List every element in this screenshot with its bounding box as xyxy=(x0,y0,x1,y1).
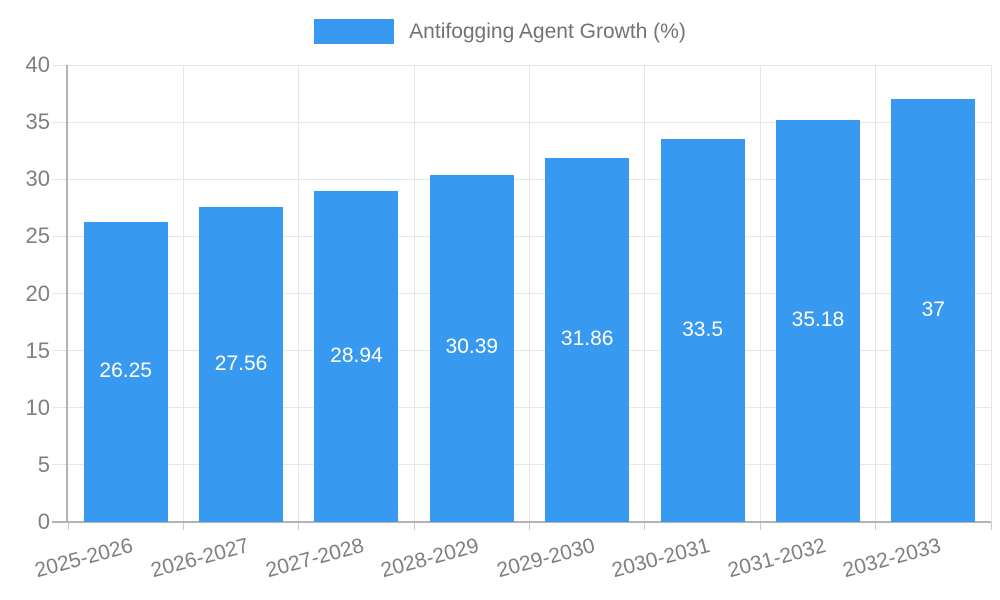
gridline-y-20 xyxy=(52,293,991,294)
gridline-y-35 xyxy=(52,121,991,123)
gridline-y-5 xyxy=(52,464,991,466)
gridline-x-4 xyxy=(529,65,530,522)
bar-2032-2033[interactable] xyxy=(891,99,976,522)
gridline-x-2 xyxy=(298,65,300,522)
gridline-y-30 xyxy=(52,178,991,180)
x-axis-tick xyxy=(759,522,761,530)
legend-item[interactable]: Antifogging Agent Growth (%) xyxy=(314,19,686,44)
gridline-y-10 xyxy=(52,407,991,409)
gridline-y-40 xyxy=(52,64,991,66)
x-tick-label: 2032-2033 xyxy=(840,534,944,583)
x-tick-label: 2028-2029 xyxy=(378,534,482,583)
x-axis-tick xyxy=(990,522,992,530)
bar-2025-2026[interactable] xyxy=(83,222,168,522)
gridline-x-7 xyxy=(875,65,877,522)
y-tick-label: 10 xyxy=(25,394,50,420)
x-axis-tick xyxy=(298,522,300,530)
gridline-y-25 xyxy=(52,235,991,237)
x-tick-label: 2027-2028 xyxy=(263,534,367,583)
x-axis-tick xyxy=(875,522,877,530)
y-tick-label: 30 xyxy=(25,166,50,192)
gridline-x-8 xyxy=(990,65,992,522)
gridline-x-3 xyxy=(413,65,415,522)
y-tick-label: 5 xyxy=(37,451,50,477)
legend-label: Antifogging Agent Growth (%) xyxy=(409,20,686,43)
bar-value-label: 37 xyxy=(921,297,945,321)
x-tick-label: 2025-2026 xyxy=(32,534,136,583)
bar-2029-2030[interactable] xyxy=(545,157,630,522)
y-tick-label: 35 xyxy=(25,109,50,135)
bar-value-label: 30.39 xyxy=(445,335,499,359)
x-tick-label: 2026-2027 xyxy=(148,534,252,583)
x-axis-tick xyxy=(67,522,69,530)
x-axis-tick xyxy=(644,522,646,530)
bar-value-label: 31.86 xyxy=(560,326,614,350)
bar-2030-2031[interactable] xyxy=(660,139,745,522)
bar-value-label: 35.18 xyxy=(791,308,845,332)
bar-value-label: 26.25 xyxy=(99,359,152,383)
bar-2027-2028[interactable] xyxy=(314,191,399,522)
bar-value-label: 27.56 xyxy=(214,351,268,375)
y-tick-label: 20 xyxy=(25,280,50,306)
gridline-y-15 xyxy=(52,350,991,352)
x-axis-tick xyxy=(529,522,530,530)
x-axis-line xyxy=(52,521,991,523)
legend-swatch-icon xyxy=(314,19,395,44)
x-axis-tick xyxy=(182,522,184,530)
gridline-x-5 xyxy=(644,65,646,522)
gridline-x-6 xyxy=(759,65,761,522)
x-tick-label: 2030-2031 xyxy=(609,534,713,583)
x-axis-tick xyxy=(413,522,415,530)
gridline-x-1 xyxy=(182,65,184,522)
bar-2026-2027[interactable] xyxy=(199,207,284,522)
bar-2028-2029[interactable] xyxy=(429,174,514,522)
bar-value-label: 33.5 xyxy=(682,317,723,341)
bar-2031-2032[interactable] xyxy=(775,120,860,522)
bar-value-label: 28.94 xyxy=(330,343,383,367)
y-tick-label: 40 xyxy=(25,52,50,77)
x-tick-label: 2031-2032 xyxy=(724,534,828,583)
y-tick-label: 0 xyxy=(37,509,50,534)
y-tick-label: 15 xyxy=(25,337,50,363)
legend: Antifogging Agent Growth (%) xyxy=(0,19,1000,44)
y-tick-label: 25 xyxy=(25,223,50,249)
x-tick-label: 2029-2030 xyxy=(494,534,598,583)
y-axis-line xyxy=(66,65,68,522)
